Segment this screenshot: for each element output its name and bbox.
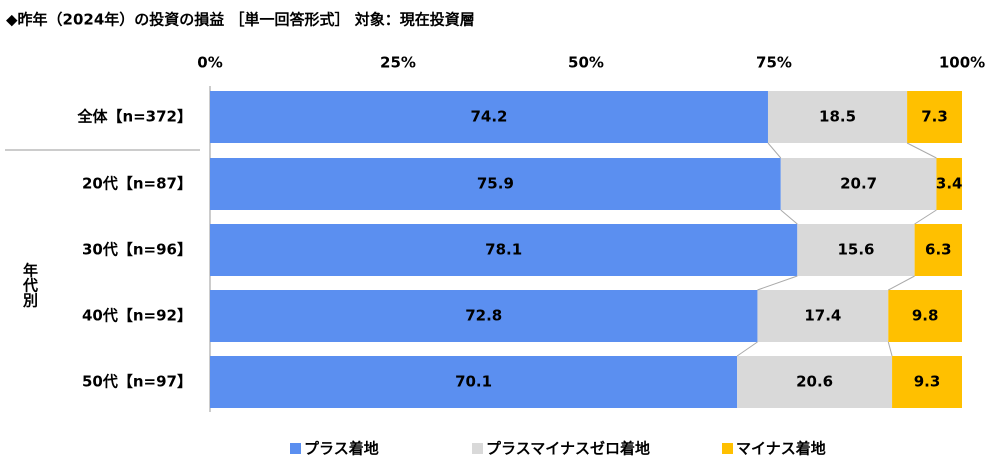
legend-label: プラスマイナスゼロ着地 [486, 440, 650, 458]
connector-line [906, 142, 937, 159]
connector-line [887, 341, 893, 357]
legend-label: プラス着地 [304, 440, 379, 458]
data-label: 70.1 [455, 373, 492, 391]
bar-segment [936, 158, 962, 210]
connector-line [888, 275, 915, 291]
data-label: 74.2 [470, 108, 507, 126]
bar-segment [210, 158, 781, 210]
data-label: 9.3 [914, 373, 941, 391]
x-tick-label: 0% [197, 54, 222, 72]
data-label: 75.9 [477, 175, 514, 193]
chart-title: ◆昨年（2024年）の投資の損益 ［単一回答形式］ 対象：現在投資層 [6, 11, 475, 29]
connector-line [767, 142, 782, 159]
x-tick-label: 100% [939, 54, 985, 72]
legend-swatch [472, 443, 483, 454]
bar-segment [892, 356, 962, 408]
x-tick-label: 50% [568, 54, 604, 72]
data-label: 7.3 [921, 108, 948, 126]
connector-line [736, 341, 758, 357]
bar-segment [797, 224, 915, 276]
data-label: 20.6 [796, 373, 833, 391]
data-label: 9.8 [912, 307, 939, 325]
bar-segment [907, 91, 962, 143]
legend-label: マイナス着地 [736, 440, 826, 458]
bar-segment [780, 158, 937, 210]
y-tick-label: 50代【n=97】 [82, 373, 192, 391]
group-label: 年代別 [21, 262, 39, 309]
bar-segment [914, 224, 962, 276]
data-label: 18.5 [819, 108, 856, 126]
bar-segment [210, 224, 798, 276]
connector-line [914, 209, 937, 225]
legend-swatch [722, 443, 733, 454]
legend-swatch [290, 443, 301, 454]
data-label: 72.8 [465, 307, 502, 325]
y-tick-label: 20代【n=87】 [82, 175, 192, 193]
y-tick-label: 40代【n=92】 [82, 307, 192, 325]
data-label: 6.3 [925, 241, 952, 259]
bar-segment [767, 91, 908, 143]
bar-segment [210, 356, 738, 408]
data-label: 15.6 [837, 241, 874, 259]
data-label: 78.1 [485, 241, 522, 259]
data-label: 20.7 [840, 175, 877, 193]
y-tick-label: 30代【n=96】 [82, 241, 192, 259]
x-tick-label: 75% [756, 54, 792, 72]
bar-segment [757, 290, 889, 342]
x-tick-label: 25% [380, 54, 416, 72]
connector-line [780, 209, 798, 225]
bar-segment [210, 91, 768, 143]
bar-segment [210, 290, 758, 342]
data-label: 17.4 [804, 307, 841, 325]
bar-segment [737, 356, 893, 408]
y-tick-label: 全体【n=372】 [76, 108, 192, 126]
data-label: 3.4 [936, 175, 963, 193]
connector-line [757, 275, 798, 291]
bar-segment [888, 290, 962, 342]
